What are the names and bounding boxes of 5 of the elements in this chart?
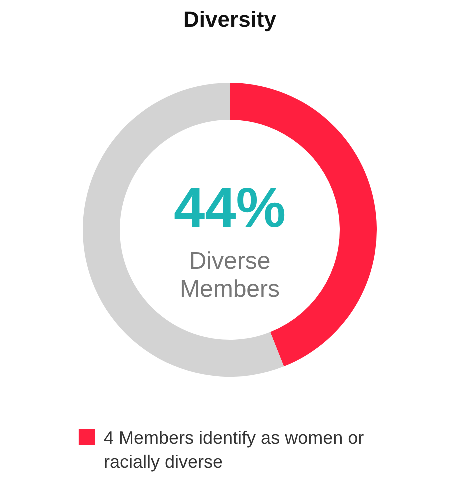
chart-title: Diversity: [184, 7, 278, 32]
donut-slice: [83, 83, 284, 377]
legend-label: 4 Members identify as women or racially diverse: [104, 428, 364, 472]
text: Diverse Members: [180, 248, 280, 303]
text: 44%: [174, 176, 286, 239]
